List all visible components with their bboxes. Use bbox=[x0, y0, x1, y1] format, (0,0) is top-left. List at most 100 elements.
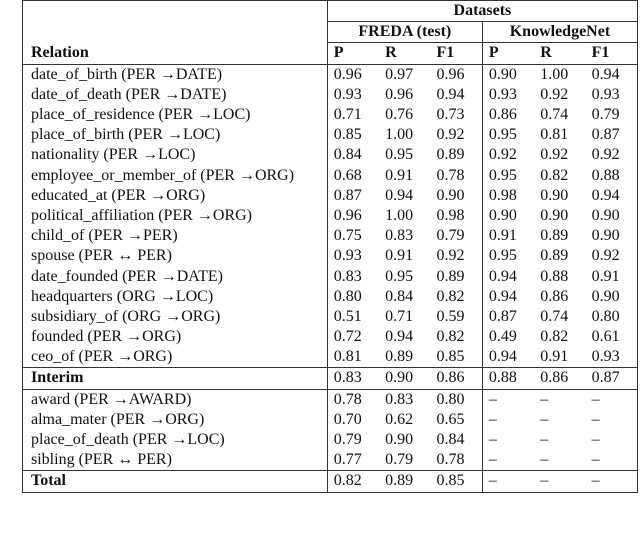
freda-p-cell: 0.80 bbox=[333, 287, 362, 305]
table-row: founded (PER →ORG) 0.72 0.94 0.82 0.49 0.82 0.… bbox=[22, 327, 638, 348]
knowledgenet-p-cell: 0.94 bbox=[488, 348, 517, 366]
freda-r-cell: 0.90 bbox=[385, 431, 414, 449]
knowledgenet-p-cell: 0.94 bbox=[488, 287, 517, 305]
freda-p-cell: 0.81 bbox=[333, 348, 362, 366]
relation-cell: political_affiliation (PER →ORG) bbox=[22, 205, 328, 227]
group-header-freda: FREDA (test) bbox=[327, 21, 483, 44]
freda-f1-cell: 0.85 bbox=[430, 470, 483, 493]
freda-f1-cell: 0.80 bbox=[430, 388, 483, 410]
knowledgenet-f1-cell: 0.94 bbox=[585, 64, 638, 85]
freda-p-cell: 0.96 bbox=[333, 65, 362, 83]
freda-r-cell: 0.96 bbox=[385, 85, 414, 103]
table-row: date_of_birth (PER →DATE) 0.96 0.97 0.96 0.9… bbox=[22, 64, 638, 85]
knowledgenet-p-cell: 0.95 bbox=[488, 126, 517, 144]
table-row: ceo_of (PER →ORG) 0.81 0.89 0.85 0.94 0.91 0.9… bbox=[22, 347, 638, 368]
freda-p-cell: 0.93 bbox=[333, 85, 362, 103]
knowledgenet-r-cell: 0.82 bbox=[540, 328, 569, 346]
freda-p-cell: 0.75 bbox=[333, 227, 362, 245]
knowledgenet-f1-cell: 0.90 bbox=[585, 286, 638, 307]
header-row-datasets: Datasets bbox=[22, 0, 639, 23]
relation-cell: Interim bbox=[22, 367, 328, 390]
freda-r-cell: 0.62 bbox=[385, 410, 414, 428]
freda-p-cell: 0.87 bbox=[333, 186, 362, 204]
empty-header-cell bbox=[22, 21, 328, 43]
relation-cell: date_founded (PER →DATE) bbox=[22, 266, 328, 287]
freda-f1-cell: 0.90 bbox=[430, 185, 483, 206]
table-row: political_affiliation (PER →ORG) 0.96 1.00… bbox=[22, 205, 638, 227]
freda-p-cell: 0.77 bbox=[333, 451, 362, 469]
relation-cell: place_of_residence (PER →LOC) bbox=[22, 104, 328, 126]
freda-p-cell: 0.85 bbox=[333, 126, 362, 144]
freda-p-cell: 0.70 bbox=[333, 410, 362, 428]
freda-r-cell: 0.89 bbox=[385, 348, 414, 366]
relation-header: Relation bbox=[22, 42, 328, 65]
knowledgenet-r-cell: 0.81 bbox=[540, 126, 569, 144]
knowledgenet-r-cell: 0.82 bbox=[540, 166, 569, 184]
freda-r-cell: 0.76 bbox=[385, 106, 414, 124]
freda-f1-cell: 0.85 bbox=[430, 347, 483, 368]
freda-f1-cell: 0.84 bbox=[430, 429, 483, 451]
knowledgenet-f1-cell: – bbox=[585, 409, 638, 430]
metric-header: F1 bbox=[585, 42, 638, 65]
freda-r-cell: 0.95 bbox=[385, 267, 414, 285]
knowledgenet-r-cell: – bbox=[534, 388, 586, 410]
relation-cell: place_of_death (PER →LOC) bbox=[22, 429, 328, 451]
knowledgenet-r-cell: – bbox=[534, 470, 586, 493]
metric-header: R bbox=[379, 42, 431, 65]
knowledgenet-r-cell: 0.74 bbox=[540, 307, 569, 325]
knowledgenet-p-cell: 0.93 bbox=[488, 85, 517, 103]
knowledgenet-f1-cell: 0.61 bbox=[585, 327, 638, 348]
freda-p-cell: 0.79 bbox=[333, 431, 362, 449]
knowledgenet-p-cell: 0.92 bbox=[488, 146, 517, 164]
metric-header: P bbox=[327, 42, 380, 65]
relation-cell: ceo_of (PER →ORG) bbox=[22, 347, 328, 368]
knowledgenet-f1-cell: 0.80 bbox=[585, 306, 638, 327]
freda-p-cell: 0.72 bbox=[333, 328, 362, 346]
relation-cell: date_of_birth (PER →DATE) bbox=[22, 64, 328, 85]
knowledgenet-r-cell: 0.89 bbox=[540, 247, 569, 265]
knowledgenet-f1-cell: 0.93 bbox=[585, 84, 638, 105]
knowledgenet-r-cell: 0.89 bbox=[540, 227, 569, 245]
table-row: place_of_birth (PER →LOC) 0.85 1.00 0.92 0.9… bbox=[22, 125, 638, 146]
knowledgenet-f1-cell: – bbox=[585, 470, 638, 493]
freda-f1-cell: 0.78 bbox=[430, 165, 483, 186]
relation-cell: Total bbox=[22, 470, 328, 493]
freda-p-cell: 0.83 bbox=[333, 267, 362, 285]
table-row: date_of_death (PER →DATE) 0.93 0.96 0.94 0.9… bbox=[22, 84, 638, 105]
header-row-metrics: Relation P R F1 P R F1 bbox=[22, 42, 638, 65]
table-row: date_founded (PER →DATE) 0.83 0.95 0.89 0.94… bbox=[22, 266, 638, 287]
table-row: place_of_residence (PER →LOC) 0.71 0.76 0.7… bbox=[22, 104, 638, 126]
freda-r-cell: 0.71 bbox=[385, 307, 414, 325]
relation-cell: award (PER →AWARD) bbox=[22, 388, 328, 410]
freda-f1-cell: 0.96 bbox=[430, 64, 483, 85]
relation-cell: date_of_death (PER →DATE) bbox=[22, 84, 328, 105]
knowledgenet-f1-cell: 0.93 bbox=[585, 347, 638, 368]
knowledgenet-f1-cell: – bbox=[585, 388, 638, 410]
freda-f1-cell: 0.78 bbox=[430, 450, 483, 471]
knowledgenet-p-cell: 0.90 bbox=[488, 65, 517, 83]
freda-p-cell: 0.71 bbox=[333, 106, 362, 124]
freda-f1-cell: 0.59 bbox=[430, 306, 483, 327]
metric-header: F1 bbox=[430, 42, 483, 65]
knowledgenet-f1-cell: 0.87 bbox=[585, 367, 638, 390]
knowledgenet-p-cell: – bbox=[482, 470, 535, 493]
knowledgenet-r-cell: 0.88 bbox=[540, 267, 569, 285]
knowledgenet-r-cell: 0.74 bbox=[540, 106, 569, 124]
table-row: child_of (PER →PER) 0.75 0.83 0.79 0.91 0.89 0… bbox=[22, 226, 638, 247]
knowledgenet-p-cell: 0.94 bbox=[488, 267, 517, 285]
group-header-knowledgenet: KnowledgeNet bbox=[482, 21, 639, 44]
metric-header: P bbox=[482, 42, 535, 65]
knowledgenet-r-cell: 0.92 bbox=[540, 85, 569, 103]
knowledgenet-p-cell: 0.49 bbox=[488, 328, 517, 346]
knowledgenet-r-cell: 0.90 bbox=[540, 186, 569, 204]
freda-f1-cell: 0.86 bbox=[430, 367, 483, 390]
freda-f1-cell: 0.65 bbox=[430, 409, 483, 430]
knowledgenet-f1-cell: 0.92 bbox=[585, 246, 638, 267]
knowledgenet-r-cell: 1.00 bbox=[540, 65, 569, 83]
freda-p-cell: 0.83 bbox=[327, 367, 380, 390]
knowledgenet-r-cell: 0.90 bbox=[540, 206, 569, 224]
knowledgenet-f1-cell: 0.87 bbox=[585, 125, 638, 146]
freda-r-cell: 0.83 bbox=[385, 227, 414, 245]
relation-cell: headquarters (ORG →LOC) bbox=[22, 286, 328, 307]
knowledgenet-r-cell: 0.92 bbox=[540, 146, 569, 164]
